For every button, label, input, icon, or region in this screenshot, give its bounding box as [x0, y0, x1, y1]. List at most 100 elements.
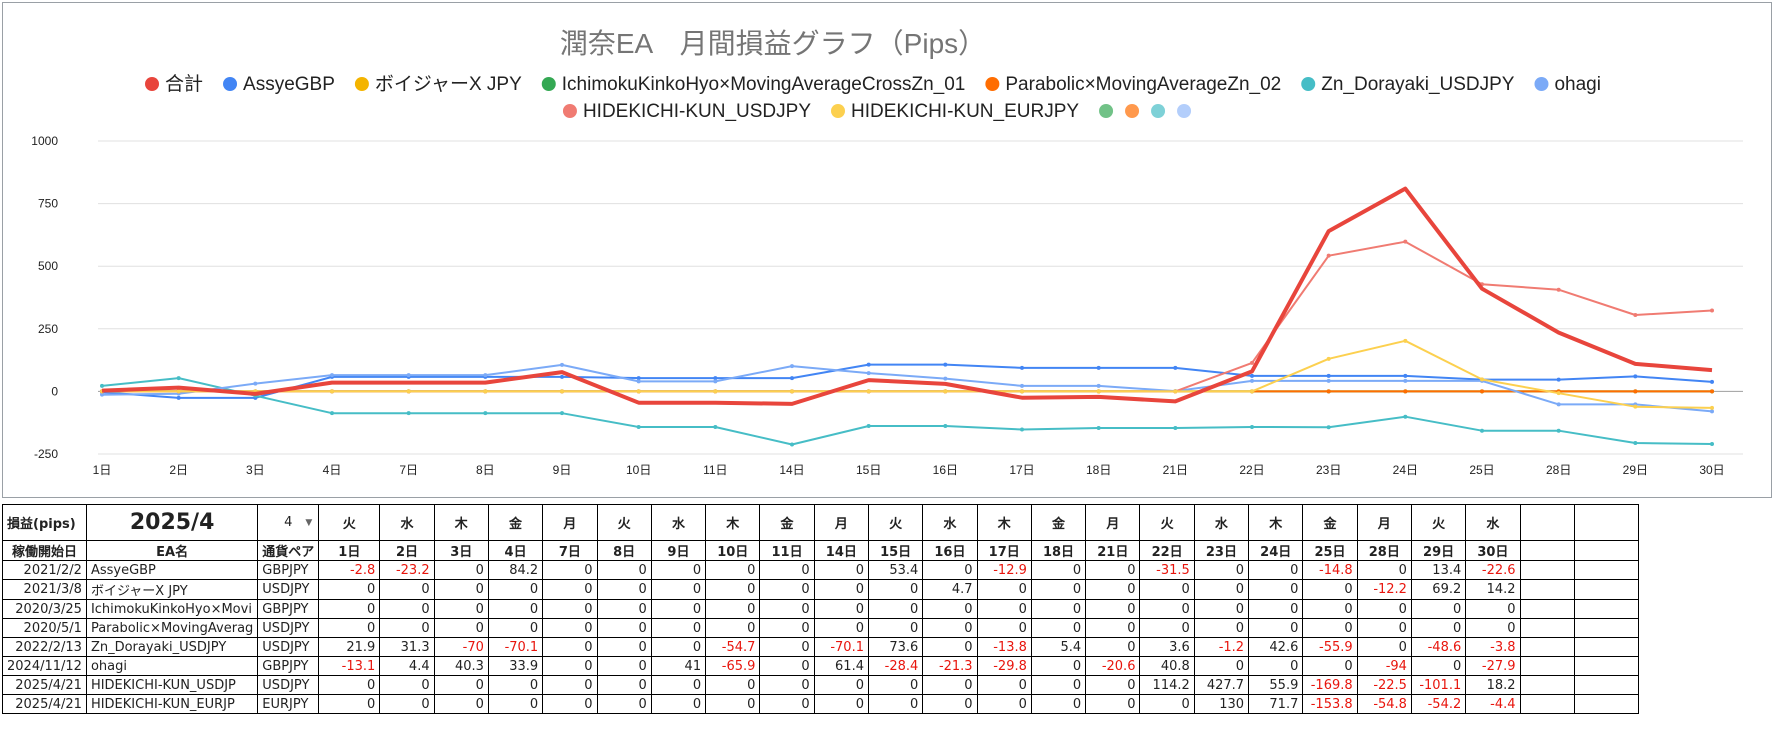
- pips-value-cell[interactable]: -2.8: [318, 560, 381, 580]
- pips-value-cell[interactable]: 61.4: [813, 656, 869, 676]
- day-header[interactable]: 9日: [650, 540, 707, 561]
- pips-value-cell[interactable]: 0: [1410, 599, 1467, 619]
- weekday-cell[interactable]: 水: [379, 504, 435, 541]
- pips-value-cell[interactable]: 0: [705, 694, 761, 714]
- pips-value-cell[interactable]: 0: [596, 694, 652, 714]
- pips-value-cell[interactable]: -27.9: [1465, 656, 1521, 676]
- pair-cell[interactable]: EURJPY: [257, 694, 320, 714]
- pips-value-cell[interactable]: 0: [487, 579, 544, 600]
- weekday-cell[interactable]: 木: [976, 504, 1032, 541]
- pips-value-cell[interactable]: 0: [867, 579, 924, 600]
- empty-cell[interactable]: [1573, 560, 1639, 580]
- pips-value-cell[interactable]: 0: [759, 656, 815, 676]
- empty-cell[interactable]: [1519, 579, 1575, 600]
- day-header[interactable]: 14日: [813, 540, 869, 561]
- pips-value-cell[interactable]: -65.9: [705, 656, 761, 676]
- pips-value-cell[interactable]: 0: [1085, 579, 1141, 600]
- pips-value-cell[interactable]: 0: [650, 579, 707, 600]
- pips-value-cell[interactable]: -22.5: [1356, 675, 1412, 695]
- pips-value-cell[interactable]: 0: [596, 579, 652, 600]
- ea-name-cell[interactable]: HIDEKICHI-KUN_EURJP: [85, 694, 259, 714]
- empty-cell[interactable]: [1519, 540, 1575, 561]
- start-date-cell[interactable]: 2021/3/8: [2, 579, 87, 600]
- month-cell[interactable]: 2025/4: [85, 504, 259, 541]
- pips-value-cell[interactable]: 0: [1465, 599, 1521, 619]
- pips-value-cell[interactable]: 0: [813, 599, 869, 619]
- start-date-cell[interactable]: 2021/2/2: [2, 560, 87, 580]
- pips-value-cell[interactable]: -21.3: [922, 656, 978, 676]
- pips-value-cell[interactable]: 0: [487, 599, 544, 619]
- day-header[interactable]: 22日: [1139, 540, 1195, 561]
- pips-value-cell[interactable]: 0: [487, 694, 544, 714]
- pips-value-cell[interactable]: 0: [650, 694, 707, 714]
- day-header[interactable]: 10日: [705, 540, 761, 561]
- pair-cell[interactable]: GBPJPY: [257, 656, 320, 676]
- empty-cell[interactable]: [1519, 618, 1575, 638]
- weekday-cell[interactable]: 月: [542, 504, 598, 541]
- pips-value-cell[interactable]: 0: [705, 560, 761, 580]
- start-date-cell[interactable]: 2025/4/21: [2, 694, 87, 714]
- pips-value-cell[interactable]: 0: [650, 560, 707, 580]
- column-header[interactable]: 通貨ペア: [257, 540, 320, 561]
- pips-value-cell[interactable]: 4.7: [922, 579, 978, 600]
- pips-value-cell[interactable]: 0: [379, 579, 435, 600]
- empty-cell[interactable]: [1573, 694, 1639, 714]
- pips-value-cell[interactable]: 5.4: [1030, 637, 1087, 657]
- pips-value-cell[interactable]: -70: [433, 637, 489, 657]
- pips-value-cell[interactable]: -3.8: [1465, 637, 1521, 657]
- pips-value-cell[interactable]: -1.2: [1193, 637, 1250, 657]
- day-header[interactable]: 30日: [1465, 540, 1521, 561]
- pips-value-cell[interactable]: 0: [813, 560, 869, 580]
- pips-value-cell[interactable]: 0: [1302, 656, 1358, 676]
- pips-value-cell[interactable]: 0: [1193, 599, 1250, 619]
- empty-cell[interactable]: [1519, 504, 1575, 541]
- pips-value-cell[interactable]: -4.4: [1465, 694, 1521, 714]
- day-header[interactable]: 4日: [487, 540, 544, 561]
- pips-value-cell[interactable]: 0: [318, 675, 381, 695]
- pips-value-cell[interactable]: 0: [1030, 656, 1087, 676]
- weekday-cell[interactable]: 月: [1356, 504, 1412, 541]
- ea-name-cell[interactable]: Parabolic×MovingAverag: [85, 618, 259, 638]
- pips-value-cell[interactable]: 0: [759, 579, 815, 600]
- pips-value-cell[interactable]: 0: [596, 560, 652, 580]
- pips-value-cell[interactable]: 0: [542, 560, 598, 580]
- pips-value-cell[interactable]: 31.3: [379, 637, 435, 657]
- pips-value-cell[interactable]: 0: [379, 618, 435, 638]
- pips-value-cell[interactable]: -101.1: [1410, 675, 1467, 695]
- pips-value-cell[interactable]: 0: [1356, 560, 1412, 580]
- ea-name-cell[interactable]: IchimokuKinkoHyo×Movi: [85, 599, 259, 619]
- pips-value-cell[interactable]: 0: [1139, 618, 1195, 638]
- weekday-cell[interactable]: 火: [596, 504, 652, 541]
- pips-value-cell[interactable]: -23.2: [379, 560, 435, 580]
- pips-label-cell[interactable]: 損益(pips): [2, 504, 87, 541]
- chevron-down-icon[interactable]: ▼: [305, 518, 313, 528]
- pips-value-cell[interactable]: 0: [650, 599, 707, 619]
- empty-cell[interactable]: [1573, 656, 1639, 676]
- pips-value-cell[interactable]: 0: [1030, 675, 1087, 695]
- day-header[interactable]: 1日: [318, 540, 381, 561]
- pips-value-cell[interactable]: 0: [705, 618, 761, 638]
- pips-value-cell[interactable]: 0: [1085, 675, 1141, 695]
- pips-value-cell[interactable]: 0: [433, 618, 489, 638]
- day-header[interactable]: 17日: [976, 540, 1032, 561]
- day-header[interactable]: 2日: [379, 540, 435, 561]
- pips-value-cell[interactable]: 0: [1193, 579, 1250, 600]
- day-header[interactable]: 25日: [1302, 540, 1358, 561]
- day-header[interactable]: 3日: [433, 540, 489, 561]
- pips-value-cell[interactable]: 0: [433, 579, 489, 600]
- start-date-cell[interactable]: 2025/4/21: [2, 675, 87, 695]
- pips-value-cell[interactable]: 21.9: [318, 637, 381, 657]
- pips-value-cell[interactable]: 0: [542, 694, 598, 714]
- pips-value-cell[interactable]: 0: [705, 599, 761, 619]
- pips-value-cell[interactable]: -31.5: [1139, 560, 1195, 580]
- weekday-cell[interactable]: 木: [433, 504, 489, 541]
- pips-value-cell[interactable]: -153.8: [1302, 694, 1358, 714]
- pips-value-cell[interactable]: 0: [1410, 656, 1467, 676]
- pips-value-cell[interactable]: 0: [1193, 656, 1250, 676]
- weekday-cell[interactable]: 水: [1465, 504, 1521, 541]
- pips-value-cell[interactable]: 0: [1085, 560, 1141, 580]
- pips-value-cell[interactable]: 41: [650, 656, 707, 676]
- pips-value-cell[interactable]: 0: [487, 675, 544, 695]
- pips-value-cell[interactable]: 0: [1248, 560, 1304, 580]
- ea-name-cell[interactable]: HIDEKICHI-KUN_USDJP: [85, 675, 259, 695]
